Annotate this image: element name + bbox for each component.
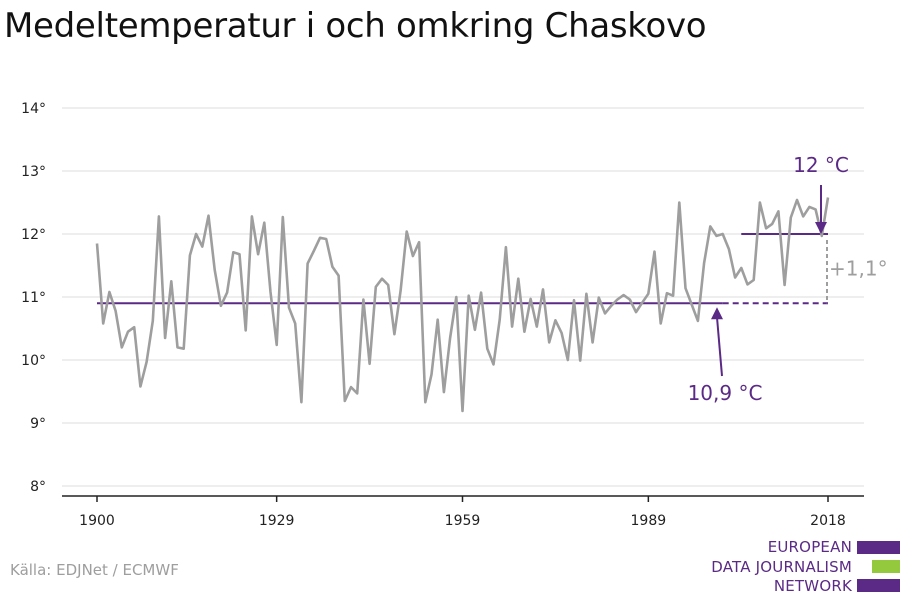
recent-mean-arrow-head <box>815 222 827 234</box>
reference-lines <box>97 233 828 305</box>
y-tick-label: 8° <box>30 479 46 495</box>
edjnet-logo: EUROPEAN DATA JOURNALISM NETWORK <box>705 536 900 600</box>
x-tick-label: 1959 <box>445 513 481 529</box>
y-tick-label: 11° <box>21 290 46 306</box>
recent-mean-label: 12 °C <box>793 153 849 177</box>
y-tick-label: 14° <box>21 101 46 117</box>
temperature-series-line <box>95 197 830 413</box>
logo-line-2: DATA JOURNALISM <box>711 558 852 576</box>
grid-lines <box>62 107 864 487</box>
x-tick-label: 1989 <box>631 513 667 529</box>
delta-label: +1,1° <box>829 257 888 281</box>
y-tick-label: 13° <box>21 164 46 180</box>
y-tick-label: 10° <box>21 353 46 369</box>
chart-title: Medeltemperatur i och omkring Chaskovo <box>4 6 707 46</box>
x-tick-label: 1929 <box>259 513 295 529</box>
logo-line-1: EUROPEAN <box>767 538 852 556</box>
x-tick-label: 2018 <box>810 513 846 529</box>
y-tick-label: 12° <box>21 227 46 243</box>
baseline-arrow-head <box>711 307 723 320</box>
logo-bar-purple-bottom <box>857 579 900 592</box>
y-axis-ticks: 8° 9° 10° 11° 12° 13° 14° <box>21 101 46 495</box>
source-note: Källa: EDJNet / ECMWF <box>10 561 179 579</box>
x-axis: 1900 1929 1959 1989 2018 <box>62 495 864 529</box>
logo-bar-purple-top <box>857 541 900 554</box>
y-tick-label: 9° <box>30 416 46 432</box>
x-tick-label: 1900 <box>79 513 115 529</box>
logo-bar-green <box>872 560 900 573</box>
series-layer <box>95 197 830 413</box>
baseline-mean-label: 10,9 °C <box>688 381 763 405</box>
baseline-arrow-shaft <box>716 317 723 377</box>
logo-line-3: NETWORK <box>773 577 852 595</box>
annotations: +1,1° 12 °C 10,9 °C <box>688 153 888 405</box>
